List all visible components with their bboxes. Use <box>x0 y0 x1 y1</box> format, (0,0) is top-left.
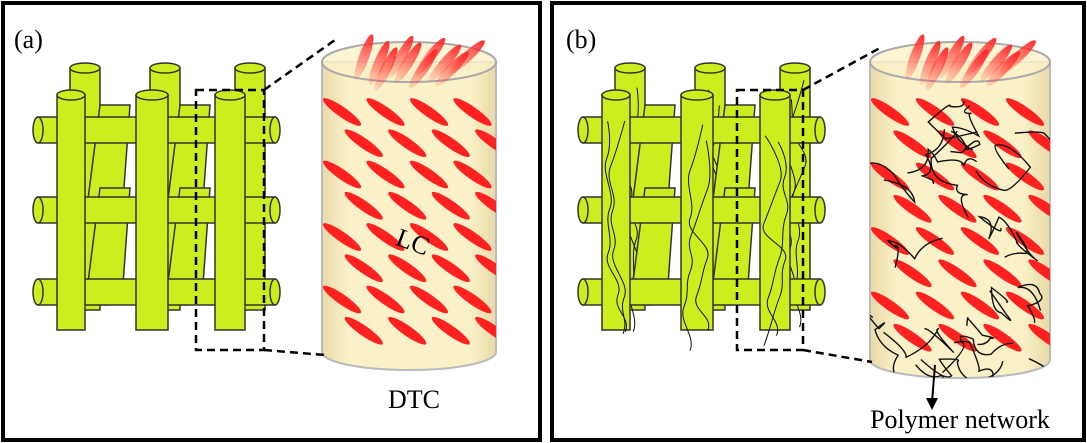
panel-label: (a) <box>14 25 43 54</box>
panel-label: (b) <box>566 25 596 54</box>
rod-end <box>780 63 810 73</box>
rod-end <box>681 90 713 100</box>
rod-end <box>57 90 85 100</box>
rod <box>215 95 245 330</box>
page: {"panel_a": {"label": "(a)", "lc_label":… <box>0 0 1087 443</box>
rod-end <box>33 117 43 143</box>
rod-end <box>136 90 168 100</box>
dtc-label: DTC <box>388 385 440 414</box>
rod-end <box>235 63 265 73</box>
rod-end <box>270 279 280 305</box>
rod-end <box>760 90 790 100</box>
rod <box>136 95 168 330</box>
rod-end <box>602 90 630 100</box>
rod-end <box>815 279 825 305</box>
rod-end <box>815 117 825 143</box>
panel-b <box>578 33 1087 410</box>
rod-end <box>150 63 180 73</box>
rod <box>602 95 630 330</box>
rod-end <box>615 63 645 73</box>
rod <box>57 95 85 330</box>
figure: (a) (b) LC DTC Polymer network <box>0 0 1087 443</box>
rod-end <box>33 197 43 223</box>
rod <box>760 95 790 330</box>
rod-end <box>33 279 43 305</box>
rod-end <box>578 117 588 143</box>
rod-end <box>578 279 588 305</box>
rod-end <box>70 63 100 73</box>
rod-end <box>578 197 588 223</box>
rod-end <box>695 63 725 73</box>
rod-end <box>270 117 280 143</box>
rod-end <box>215 90 245 100</box>
rod-end <box>815 197 825 223</box>
rod-end <box>270 197 280 223</box>
network-label: Polymer network <box>870 405 1050 434</box>
panel-a <box>33 33 516 370</box>
